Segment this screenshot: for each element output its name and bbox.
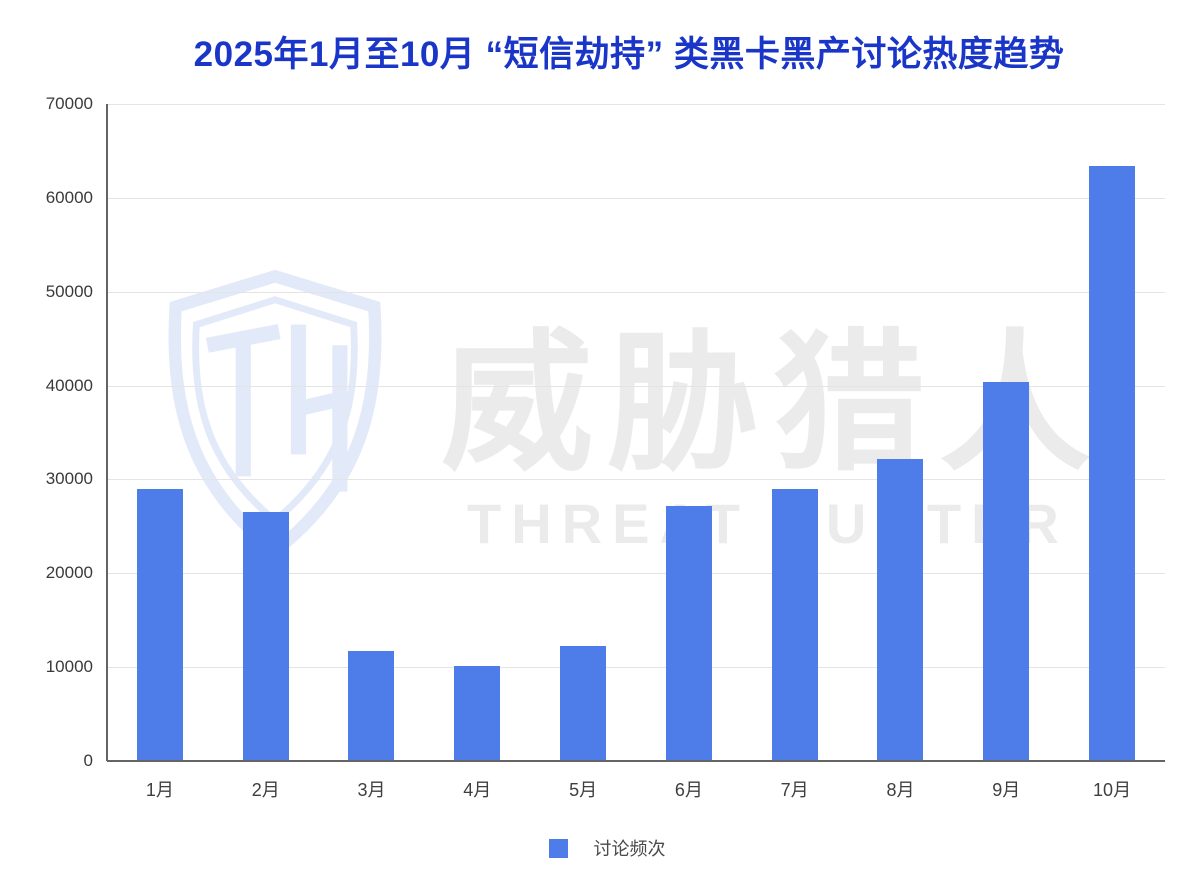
y-axis-tick-label: 40000 <box>45 375 93 395</box>
plot-area: 威胁猎人 THREAT HUNTER 0 10000 20000 30000 40000… <box>46 94 1165 800</box>
bar-column <box>636 104 742 761</box>
y-axis-tick-label: 70000 <box>45 94 93 113</box>
gridline <box>107 104 1165 105</box>
bar-4月[interactable] <box>454 666 501 761</box>
legend-label: 讨论频次 <box>593 839 666 859</box>
y-axis-tick-label: 50000 <box>45 281 93 301</box>
gridline <box>107 573 1165 575</box>
x-axis-tick-label: 10月 <box>1093 780 1132 800</box>
y-axis-tick-label: 30000 <box>45 469 93 489</box>
bar-7月[interactable] <box>771 488 818 761</box>
bar-1月[interactable] <box>136 488 183 761</box>
x-axis-tick-label: 9月 <box>992 780 1021 800</box>
y-axis-tick-label: 0 <box>83 751 93 770</box>
x-axis-tick-label: 2月 <box>251 780 280 800</box>
x-axis-tick-label: 4月 <box>463 780 492 800</box>
legend-swatch <box>548 838 568 858</box>
bar-column <box>742 104 848 761</box>
bar-8月[interactable] <box>877 458 924 761</box>
bar-column <box>848 104 954 761</box>
bar-9月[interactable] <box>983 381 1030 761</box>
chart-title: 2025年1月至10月 “短信劫持” 类黑卡黑产讨论热度趋势 <box>193 35 1065 74</box>
bar-column <box>1059 104 1165 761</box>
x-axis-labels: 1月 2月 3月 4月 5月 6月 7月 8月 9月 10月 <box>107 776 1165 802</box>
bar-5月[interactable] <box>560 645 607 761</box>
bar-3月[interactable] <box>348 651 395 761</box>
bar-column <box>530 104 636 761</box>
bar-column <box>953 104 1059 761</box>
bar-column <box>319 104 425 761</box>
gridline <box>107 291 1165 293</box>
y-axis-tick-label: 10000 <box>45 657 93 677</box>
bar-10月[interactable] <box>1089 165 1136 761</box>
x-axis-tick-label: 8月 <box>886 780 915 800</box>
x-axis-tick-label: 1月 <box>145 780 174 800</box>
bar-column <box>107 104 213 761</box>
gridline <box>107 667 1165 669</box>
y-axis-line <box>106 104 108 761</box>
x-axis-line <box>107 760 1165 762</box>
bar-column <box>213 104 319 761</box>
x-axis-tick-label: 5月 <box>569 780 598 800</box>
legend[interactable]: 讨论频次 <box>0 835 1200 861</box>
x-axis-tick-label: 3月 <box>357 780 386 800</box>
x-axis-tick-label: 7月 <box>780 780 809 800</box>
x-axis-tick-label: 6月 <box>674 780 703 800</box>
bar-6月[interactable] <box>665 505 712 761</box>
bar-column <box>424 104 530 761</box>
bar-2月[interactable] <box>242 512 289 761</box>
bars <box>107 104 1165 761</box>
gridline <box>107 479 1165 481</box>
y-axis-tick-label: 20000 <box>45 563 93 583</box>
gridline <box>107 197 1165 199</box>
y-axis-tick-label: 60000 <box>45 187 93 207</box>
gridline <box>107 385 1165 387</box>
